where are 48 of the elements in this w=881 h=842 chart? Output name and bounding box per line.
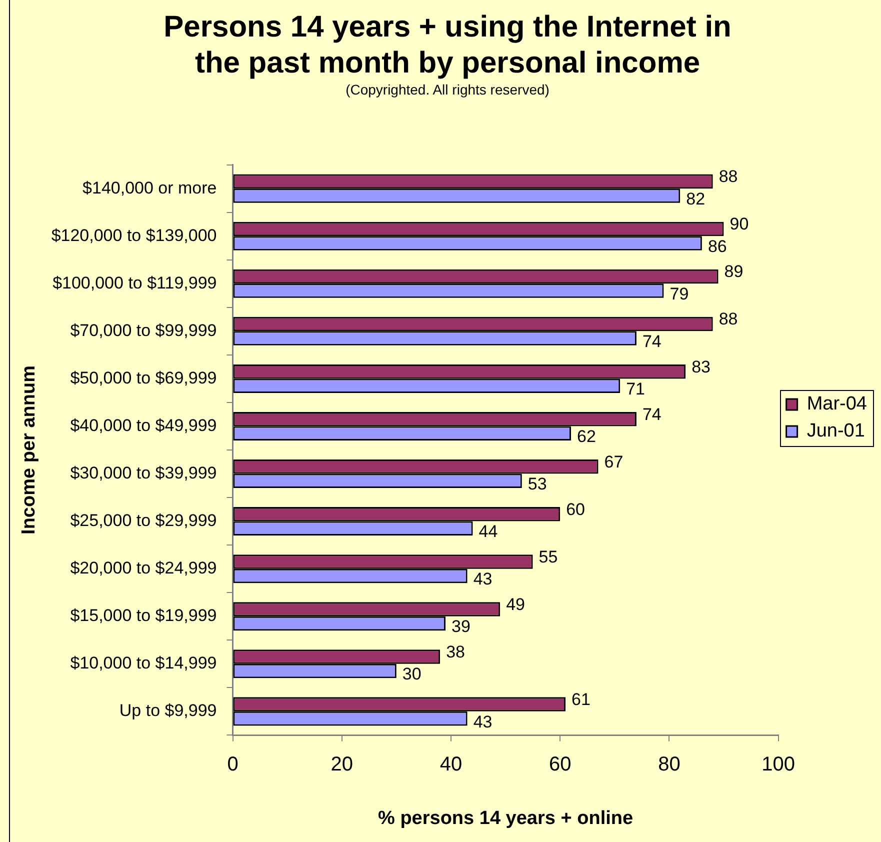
- data-label: 43: [473, 712, 492, 732]
- x-axis-title: % persons 14 years + online: [378, 808, 634, 829]
- data-label: 39: [452, 617, 470, 636]
- data-label: 44: [478, 522, 498, 542]
- x-tick-label: 100: [762, 754, 796, 776]
- data-label: 43: [473, 570, 492, 589]
- y-axis-title: Income per annum: [18, 366, 40, 534]
- y-tick-label: $30,000 to $39,999: [70, 463, 217, 482]
- data-label: 90: [730, 214, 749, 234]
- y-tick-label: $25,000 to $29,999: [70, 510, 217, 530]
- data-label: 74: [642, 332, 662, 351]
- x-tick-label: 60: [548, 754, 572, 776]
- data-label: 79: [670, 284, 689, 304]
- data-label: 88: [718, 310, 738, 329]
- y-tick-label: $70,000 to $99,999: [70, 320, 217, 340]
- data-label: 86: [708, 236, 727, 256]
- y-tick-label: $20,000 to $24,999: [70, 558, 217, 578]
- y-tick-label: Up to $9,999: [119, 701, 217, 720]
- x-tick-label: 20: [330, 754, 353, 776]
- data-label: 83: [692, 357, 710, 376]
- data-label: 82: [686, 189, 706, 208]
- data-label: 60: [566, 500, 586, 519]
- legend-label: Jun-01: [806, 420, 865, 442]
- legend-label: Mar-04: [806, 394, 868, 415]
- data-label: 88: [718, 167, 738, 186]
- data-label: 53: [528, 474, 547, 494]
- data-label: 71: [626, 380, 646, 399]
- data-label: 61: [572, 690, 590, 709]
- y-tick-label: $140,000 or more: [82, 178, 217, 198]
- x-tick-label: 0: [227, 754, 238, 776]
- data-label: 55: [538, 547, 558, 566]
- data-label: 74: [642, 404, 662, 424]
- chart-subtitle: (Copyrighted. All rights reserved): [346, 81, 550, 98]
- data-label: 38: [446, 642, 465, 662]
- y-tick-label: $10,000 to $14,999: [70, 654, 217, 673]
- y-tick-label: $15,000 to $19,999: [70, 606, 217, 626]
- chart-title: Persons 14 years + using the Internet in the past month by personal income: [164, 10, 732, 80]
- y-tick-label: $50,000 to $69,999: [70, 368, 217, 388]
- y-tick-label: $100,000 to $119,999: [52, 273, 217, 292]
- data-label: 49: [506, 594, 525, 614]
- data-label: 30: [402, 664, 422, 684]
- x-tick-label: 80: [658, 754, 680, 776]
- y-tick-label: $40,000 to $49,999: [70, 416, 217, 435]
- data-label: 89: [724, 262, 744, 282]
- data-label: 67: [604, 452, 624, 472]
- x-tick-label: 40: [440, 754, 462, 776]
- data-label: 62: [577, 427, 596, 446]
- y-tick-label: $120,000 to $139,000: [51, 226, 217, 245]
